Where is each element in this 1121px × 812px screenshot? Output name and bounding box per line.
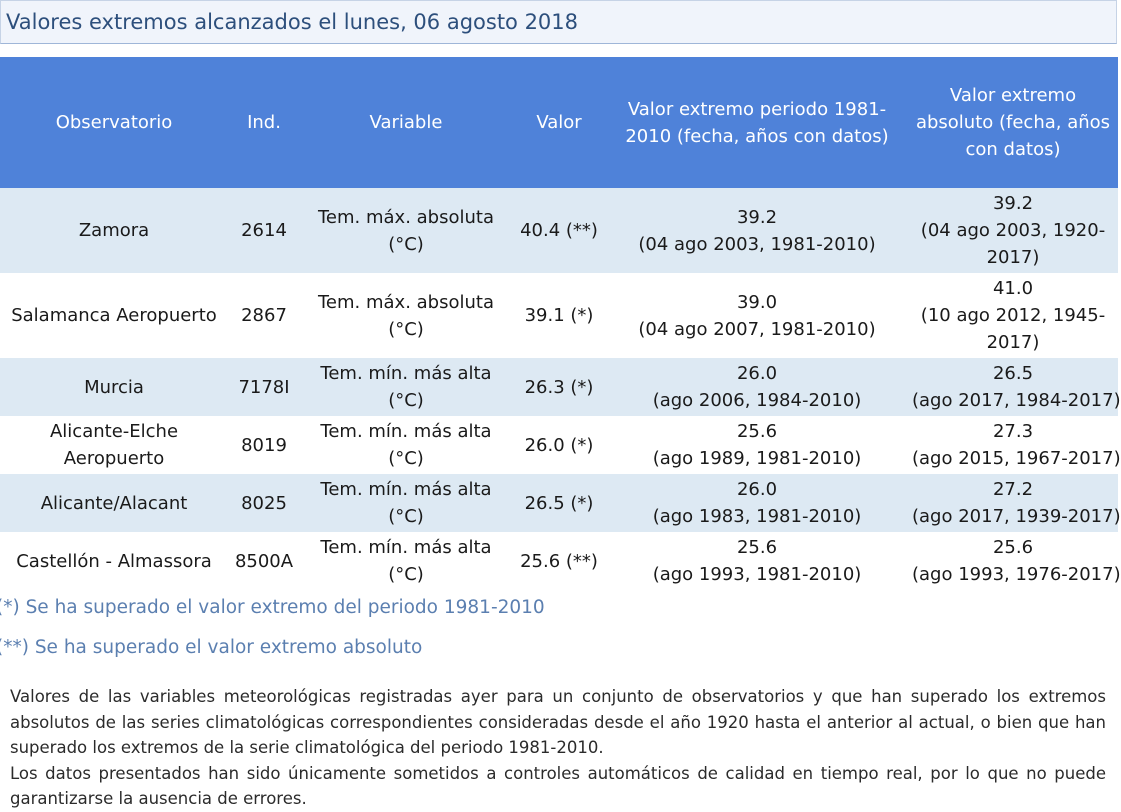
- cell-extremo-periodo: 26.0 (ago 1983, 1981-2010): [606, 474, 908, 532]
- cell-valor: 26.5 (*): [512, 474, 606, 532]
- extremo-absoluto-valor: 41.0: [992, 278, 1034, 299]
- table-row: Zamora 2614 Tem. máx. absoluta (°C) 40.4…: [0, 188, 1118, 273]
- table-row: Alicante-Elche Aeropuerto 8019 Tem. mín.…: [0, 416, 1121, 474]
- cell-variable: Tem. mín. más alta (°C): [300, 474, 512, 532]
- cell-variable: Tem. mín. más alta (°C): [300, 416, 512, 474]
- header-ind: Ind.: [228, 57, 300, 188]
- cell-extremo-absoluto: 39.2 (04 ago 2003, 1920-2017): [908, 188, 1118, 273]
- cell-ind: 2614: [228, 188, 300, 273]
- cell-observatorio: Castellón - Almassora: [0, 532, 228, 590]
- page-title: Valores extremos alcanzados el lunes, 06…: [6, 10, 579, 34]
- cell-extremo-periodo: 39.2 (04 ago 2003, 1981-2010): [606, 188, 908, 273]
- cell-extremo-periodo: 26.0 (ago 2006, 1984-2010): [606, 358, 908, 416]
- table-row: Alicante/Alacant 8025 Tem. mín. más alta…: [0, 474, 1121, 532]
- cell-valor: 26.3 (*): [512, 358, 606, 416]
- cell-observatorio: Zamora: [0, 188, 228, 273]
- header-extremo-absoluto: Valor extremo absoluto (fecha, años con …: [908, 57, 1118, 188]
- header-valor: Valor: [512, 57, 606, 188]
- extremo-periodo-valor: 26.0: [736, 479, 778, 500]
- cell-valor: 39.1 (*): [512, 273, 606, 358]
- cell-extremo-periodo: 25.6 (ago 1993, 1981-2010): [606, 532, 908, 590]
- extremo-periodo-info: (ago 2006, 1984-2010): [652, 390, 862, 411]
- table-row: Salamanca Aeropuerto 2867 Tem. máx. abso…: [0, 273, 1118, 358]
- table-row: Castellón - Almassora 8500A Tem. mín. má…: [0, 532, 1121, 590]
- cell-observatorio: Salamanca Aeropuerto: [0, 273, 228, 358]
- cell-ind: 7178I: [228, 358, 300, 416]
- description-paragraph: Valores de las variables meteorológicas …: [10, 687, 1106, 757]
- extremo-periodo-info: (04 ago 2007, 1981-2010): [638, 318, 876, 340]
- extremo-absoluto-info: (ago 2015, 1967-2017): [912, 448, 1121, 469]
- description: Valores de las variables meteorológicas …: [10, 684, 1106, 812]
- extremo-absoluto-info: (ago 2017, 1984-2017): [912, 390, 1121, 411]
- extremo-periodo-valor: 25.6: [736, 537, 778, 558]
- cell-ind: 8025: [228, 474, 300, 532]
- cell-ind: 2867: [228, 273, 300, 358]
- extremo-periodo-info: (04 ago 2003, 1981-2010): [638, 233, 876, 255]
- cell-valor: 26.0 (*): [512, 416, 606, 474]
- header-extremo-periodo: Valor extremo periodo 1981-2010 (fecha, …: [606, 57, 908, 188]
- extremo-periodo-valor: 39.0: [736, 291, 778, 313]
- cell-variable: Tem. mín. más alta (°C): [300, 532, 512, 590]
- cell-extremo-absoluto: 27.3 (ago 2015, 1967-2017): [908, 416, 1121, 474]
- cell-observatorio: Murcia: [0, 358, 228, 416]
- footnote-double-asterisk: (**) Se ha superado el valor extremo abs…: [0, 637, 423, 658]
- cell-observatorio: Alicante/Alacant: [0, 474, 228, 532]
- cell-valor: 40.4 (**): [512, 188, 606, 273]
- title-bar: Valores extremos alcanzados el lunes, 06…: [0, 0, 1117, 44]
- extremo-periodo-valor: 25.6: [736, 421, 778, 442]
- extremo-absoluto-valor: 26.5: [992, 363, 1034, 384]
- extremo-periodo-info: (ago 1993, 1981-2010): [652, 564, 862, 585]
- extremo-absoluto-info: (ago 1993, 1976-2017): [912, 564, 1121, 585]
- extremo-absoluto-valor: 27.2: [992, 479, 1034, 500]
- table-row: Murcia 7178I Tem. mín. más alta (°C) 26.…: [0, 358, 1121, 416]
- cell-variable: Tem. mín. más alta (°C): [300, 358, 512, 416]
- footnote-single-asterisk: (*) Se ha superado el valor extremo del …: [0, 597, 545, 618]
- extremo-periodo-info: (ago 1983, 1981-2010): [652, 506, 862, 527]
- cell-extremo-absoluto: 27.2 (ago 2017, 1939-2017): [908, 474, 1121, 532]
- cell-extremo-periodo: 25.6 (ago 1989, 1981-2010): [606, 416, 908, 474]
- cell-extremo-absoluto: 25.6 (ago 1993, 1976-2017): [908, 532, 1121, 590]
- cell-observatorio: Alicante-Elche Aeropuerto: [0, 416, 228, 474]
- cell-ind: 8500A: [228, 532, 300, 590]
- extremes-table: Observatorio Ind. Variable Valor Valor e…: [0, 57, 1121, 590]
- extremo-absoluto-info: (04 ago 2003, 1920-2017): [920, 220, 1106, 268]
- cell-ind: 8019: [228, 416, 300, 474]
- extremo-periodo-valor: 26.0: [736, 363, 778, 384]
- extremo-absoluto-info: (10 ago 2012, 1945-2017): [920, 305, 1106, 353]
- description-paragraph: Los datos presentados han sido únicament…: [10, 763, 1106, 809]
- cell-variable: Tem. máx. absoluta (°C): [300, 188, 512, 273]
- extremo-absoluto-valor: 39.2: [992, 193, 1034, 214]
- cell-extremo-absoluto: 41.0 (10 ago 2012, 1945-2017): [908, 273, 1118, 358]
- table-header-row: Observatorio Ind. Variable Valor Valor e…: [0, 57, 1118, 188]
- extremo-periodo-info: (ago 1989, 1981-2010): [652, 448, 862, 469]
- extremo-absoluto-valor: 27.3: [992, 421, 1034, 442]
- extremo-absoluto-info: (ago 2017, 1939-2017): [912, 506, 1121, 527]
- cell-extremo-periodo: 39.0 (04 ago 2007, 1981-2010): [606, 273, 908, 358]
- cell-valor: 25.6 (**): [512, 532, 606, 590]
- header-variable: Variable: [300, 57, 512, 188]
- cell-extremo-absoluto: 26.5 (ago 2017, 1984-2017): [908, 358, 1121, 416]
- header-observatorio: Observatorio: [0, 57, 228, 188]
- extremo-periodo-valor: 39.2: [736, 206, 778, 228]
- cell-variable: Tem. máx. absoluta (°C): [300, 273, 512, 358]
- extremo-absoluto-valor: 25.6: [992, 537, 1034, 558]
